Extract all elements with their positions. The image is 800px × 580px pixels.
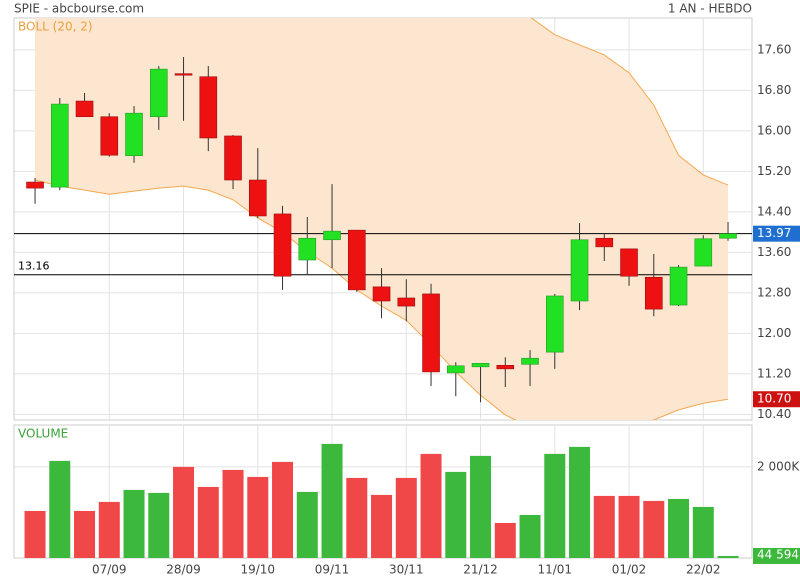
volume-bar bbox=[222, 469, 244, 558]
candle-body bbox=[174, 73, 193, 76]
volume-bar bbox=[296, 491, 318, 558]
volume-bar bbox=[123, 489, 145, 558]
candle-body bbox=[422, 293, 440, 373]
volume-bar bbox=[717, 555, 739, 558]
candle-body bbox=[644, 276, 663, 310]
candle-body bbox=[100, 116, 119, 156]
candle-body bbox=[273, 213, 292, 277]
volume-bar bbox=[371, 494, 393, 558]
y-tick-label: 15.20 bbox=[757, 164, 791, 178]
level-label: 13.97 bbox=[757, 226, 791, 240]
volume-bar bbox=[445, 471, 467, 558]
y-tick-label: 16.00 bbox=[757, 123, 791, 137]
volume-bar bbox=[470, 455, 492, 558]
x-tick-label: 09/11 bbox=[315, 563, 350, 577]
volume-bar bbox=[519, 514, 541, 558]
x-tick-label: 11/01 bbox=[537, 563, 572, 577]
y-tick-label: 13.60 bbox=[757, 245, 791, 259]
volume-bar bbox=[197, 486, 219, 558]
candle-body bbox=[125, 112, 143, 157]
candle-body bbox=[248, 179, 267, 217]
volume-bar bbox=[569, 446, 591, 558]
volume-bar bbox=[74, 510, 96, 558]
x-tick-label: 01/02 bbox=[612, 563, 647, 577]
candle-body bbox=[471, 362, 490, 368]
volume-bar bbox=[247, 476, 269, 558]
x-tick-label: 07/09 bbox=[92, 563, 127, 577]
candle-body bbox=[199, 76, 218, 139]
volume-bar bbox=[24, 510, 46, 558]
volume-bar bbox=[98, 501, 120, 558]
candle-body bbox=[446, 365, 465, 374]
volume-bar bbox=[395, 477, 417, 558]
volume-bar bbox=[692, 506, 714, 558]
volume-value-label: 44 594 bbox=[757, 547, 799, 561]
chart-title: SPIE - abcbourse.com bbox=[14, 2, 144, 16]
volume bbox=[24, 443, 739, 558]
level-box bbox=[753, 225, 800, 242]
candle-body bbox=[397, 297, 416, 307]
candle-body bbox=[50, 103, 69, 188]
candles bbox=[14, 56, 752, 403]
y-tick-label: 16.80 bbox=[757, 83, 791, 97]
y-tick-label: 11.20 bbox=[757, 366, 791, 380]
band-upper bbox=[530, 18, 729, 186]
volume-label: VOLUME bbox=[18, 427, 68, 441]
volume-bar bbox=[494, 522, 516, 558]
candle-body bbox=[595, 237, 614, 248]
y-tick-label: 2 000K bbox=[757, 459, 800, 473]
volume-bar bbox=[618, 495, 640, 558]
volume-bar bbox=[148, 492, 170, 558]
candle-body bbox=[694, 238, 713, 267]
y-tick-label: 12.00 bbox=[757, 326, 791, 340]
candle-body bbox=[496, 365, 515, 370]
band-value-label: 10.70 bbox=[757, 392, 791, 406]
volume-value-box bbox=[753, 547, 800, 564]
x-tick-label: 19/10 bbox=[240, 563, 275, 577]
volume-bar bbox=[593, 495, 615, 558]
volume-bar bbox=[346, 477, 368, 558]
volume-bar bbox=[420, 453, 442, 558]
candle-body bbox=[719, 233, 737, 239]
volume-bar bbox=[49, 460, 71, 558]
candle-body bbox=[372, 286, 391, 302]
x-tick-label: 21/12 bbox=[463, 563, 498, 577]
candle-body bbox=[224, 135, 242, 181]
y-tick-label: 14.40 bbox=[757, 204, 791, 218]
candle-body bbox=[570, 239, 589, 302]
period: 1 AN - HEBDO bbox=[668, 2, 752, 16]
volume-bar bbox=[272, 461, 294, 558]
x-tick-label: 30/11 bbox=[389, 563, 424, 577]
candle-body bbox=[620, 248, 638, 277]
candle-body bbox=[347, 229, 366, 291]
candle-body bbox=[26, 181, 44, 189]
volume-bar bbox=[668, 498, 690, 558]
x-tick-label: 28/09 bbox=[166, 563, 201, 577]
candle-body bbox=[323, 230, 341, 241]
labels: 10.40 11.20 12.00 12.80 13.60 14.40 15.20 16.00… bbox=[18, 42, 800, 577]
candle-body bbox=[149, 68, 168, 118]
volume-bar bbox=[321, 443, 343, 558]
candle-body bbox=[521, 357, 539, 365]
candle-body bbox=[298, 237, 317, 261]
candle-body bbox=[545, 295, 564, 353]
y-tick-label: 10.40 bbox=[757, 407, 791, 421]
y-tick-label: 12.80 bbox=[757, 285, 791, 299]
candle-body bbox=[669, 266, 688, 306]
candle-body bbox=[75, 100, 94, 118]
x-tick-label: 22/02 bbox=[686, 563, 721, 577]
y-tick-label: 17.60 bbox=[757, 42, 791, 56]
bollinger-label: BOLL (20, 2) bbox=[18, 20, 93, 34]
volume-bar bbox=[173, 466, 195, 558]
volume-bar bbox=[544, 453, 566, 558]
level-label: 13.16 bbox=[18, 260, 50, 273]
volume-bar bbox=[643, 500, 665, 558]
band-value-box bbox=[753, 391, 800, 408]
